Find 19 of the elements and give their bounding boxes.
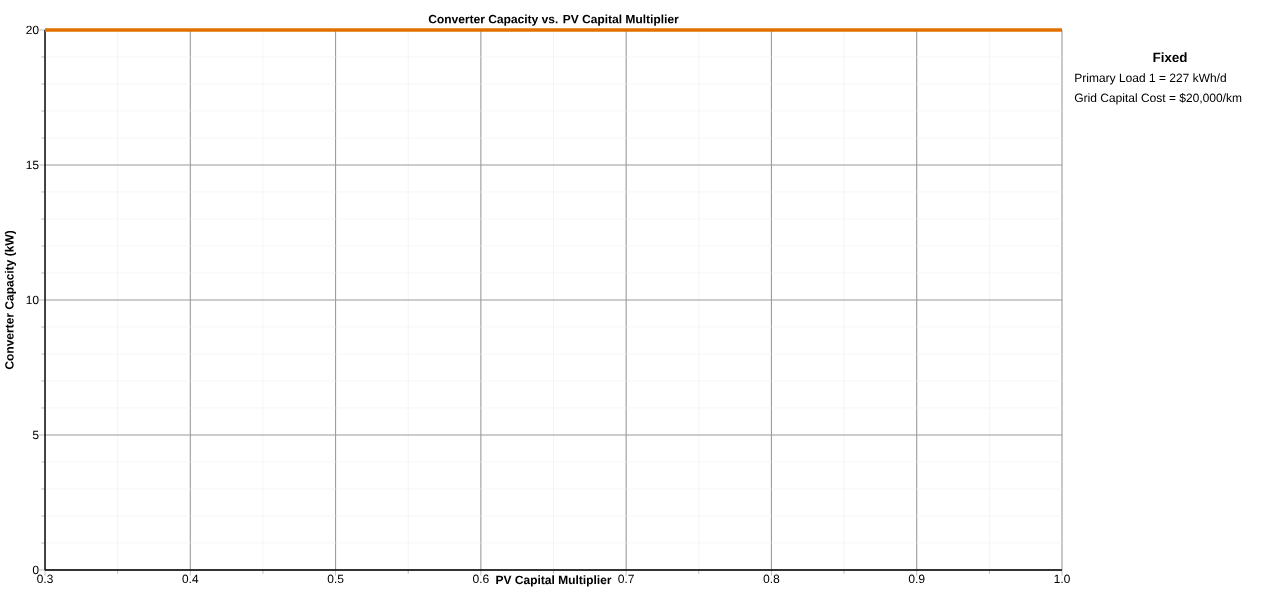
chart-title: Converter Capacity vs. PV Capital Multiplier: [428, 14, 679, 26]
x-tick-label: 0.4: [182, 574, 199, 584]
y-axis-title: Converter Capacity (kW): [4, 230, 17, 370]
x-tick-label: 1.0: [1054, 574, 1070, 584]
x-tick-label: 0.5: [327, 574, 344, 584]
x-tick-label: 0.6: [472, 574, 489, 584]
x-tick-label: 0.9: [908, 574, 925, 584]
y-tick-label: 0: [32, 565, 39, 575]
text: Grid Capital Cost = $20,000/km: [1074, 93, 1242, 105]
y-tick-label: 15: [26, 160, 39, 170]
x-axis-title: PV Capital Multiplier: [496, 575, 612, 587]
y-tick-label: 5: [32, 430, 39, 440]
x-tick-label: 0.7: [618, 574, 634, 584]
y-tick-label: 20: [26, 25, 39, 35]
y-tick-label: 10: [26, 295, 39, 305]
x-tick-label: 0.3: [37, 574, 53, 584]
text: Fixed: [1153, 52, 1187, 63]
text: Primary Load 1 = 227 kWh/d: [1075, 73, 1226, 85]
x-tick-label: 0.8: [763, 574, 780, 584]
